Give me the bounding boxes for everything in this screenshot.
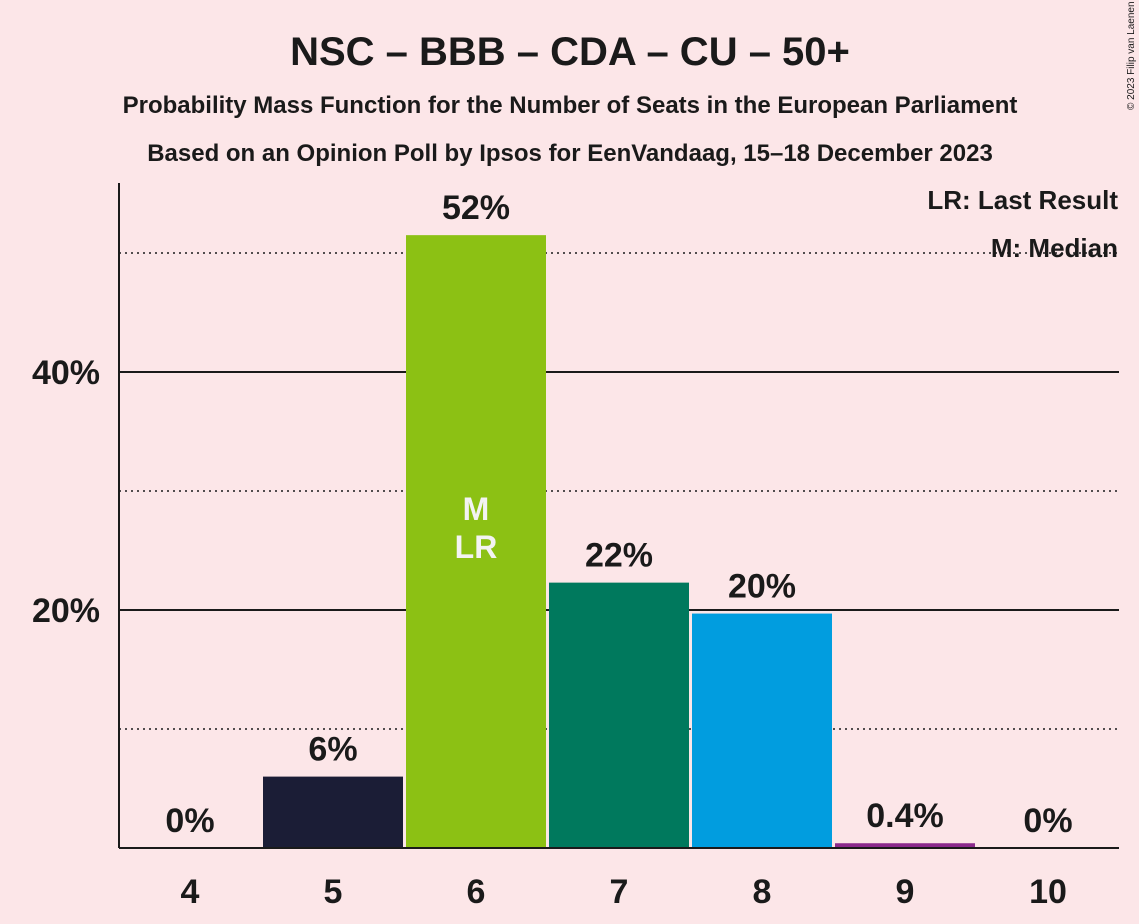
legend-last-result: LR: Last Result — [927, 185, 1118, 215]
x-tick-label-8: 8 — [753, 873, 772, 911]
last-result-marker: LR — [455, 529, 498, 565]
value-label-6: 52% — [442, 189, 510, 227]
chart-source: Based on an Opinion Poll by Ipsos for Ee… — [147, 140, 993, 167]
value-label-7: 22% — [585, 537, 653, 575]
bar-seats-6 — [406, 235, 546, 848]
value-label-10: 0% — [1023, 802, 1072, 840]
chart-title: NSC – BBB – CDA – CU – 50+ — [290, 30, 850, 74]
bar-seats-9 — [835, 843, 975, 848]
y-tick-label: 20% — [32, 592, 100, 630]
value-label-4: 0% — [165, 802, 214, 840]
legend-median: M: Median — [991, 233, 1118, 263]
value-label-5: 6% — [308, 731, 357, 769]
value-label-9: 0.4% — [866, 797, 944, 835]
median-marker: M — [463, 491, 490, 527]
x-tick-label-10: 10 — [1029, 873, 1067, 911]
bars — [263, 235, 975, 848]
x-tick-label-9: 9 — [896, 873, 915, 911]
bar-seats-5 — [263, 776, 403, 848]
y-tick-label: 40% — [32, 354, 100, 392]
value-labels: 0% 6% 52% MLR 22% 20% 0.4% 0% — [165, 189, 1072, 840]
bar-seats-7 — [549, 582, 689, 848]
x-tick-labels: 4 5 6 7 8 9 10 — [181, 873, 1067, 911]
bar-seats-8 — [692, 613, 832, 848]
x-tick-label-4: 4 — [181, 873, 200, 911]
x-tick-label-5: 5 — [324, 873, 343, 911]
chart-subtitle: Probability Mass Function for the Number… — [123, 92, 1018, 119]
value-label-8: 20% — [728, 568, 796, 606]
y-tick-labels: 20% 40% — [32, 354, 100, 630]
x-tick-label-7: 7 — [610, 873, 629, 911]
copyright: © 2023 Filip van Laenen — [1126, 1, 1137, 110]
x-tick-label-6: 6 — [467, 873, 486, 911]
